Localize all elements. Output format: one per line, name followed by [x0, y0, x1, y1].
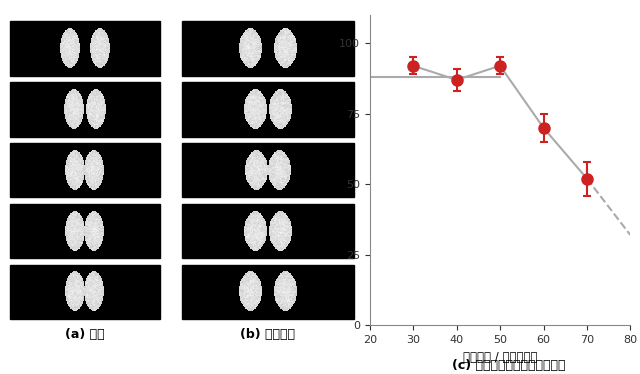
X-axis label: 塗の半径 / 微粒子半径: 塗の半径 / 微粒子半径 [463, 351, 538, 364]
Bar [10, 264, 159, 319]
Bar [182, 82, 354, 137]
Text: (c) 付着確率と塗の半径の関係: (c) 付着確率と塗の半径の関係 [452, 359, 566, 372]
Y-axis label: 付着確率 (%): 付着確率 (%) [319, 144, 332, 196]
Bar [182, 204, 354, 258]
Bar [10, 204, 159, 258]
Bar [182, 264, 354, 319]
Bar [182, 143, 354, 197]
Text: (b) 跳ね返り: (b) 跳ね返り [241, 328, 296, 341]
Text: (a) 付着: (a) 付着 [65, 328, 104, 341]
Bar [10, 21, 159, 76]
Bar [10, 82, 159, 137]
Bar [182, 21, 354, 76]
Bar [10, 143, 159, 197]
